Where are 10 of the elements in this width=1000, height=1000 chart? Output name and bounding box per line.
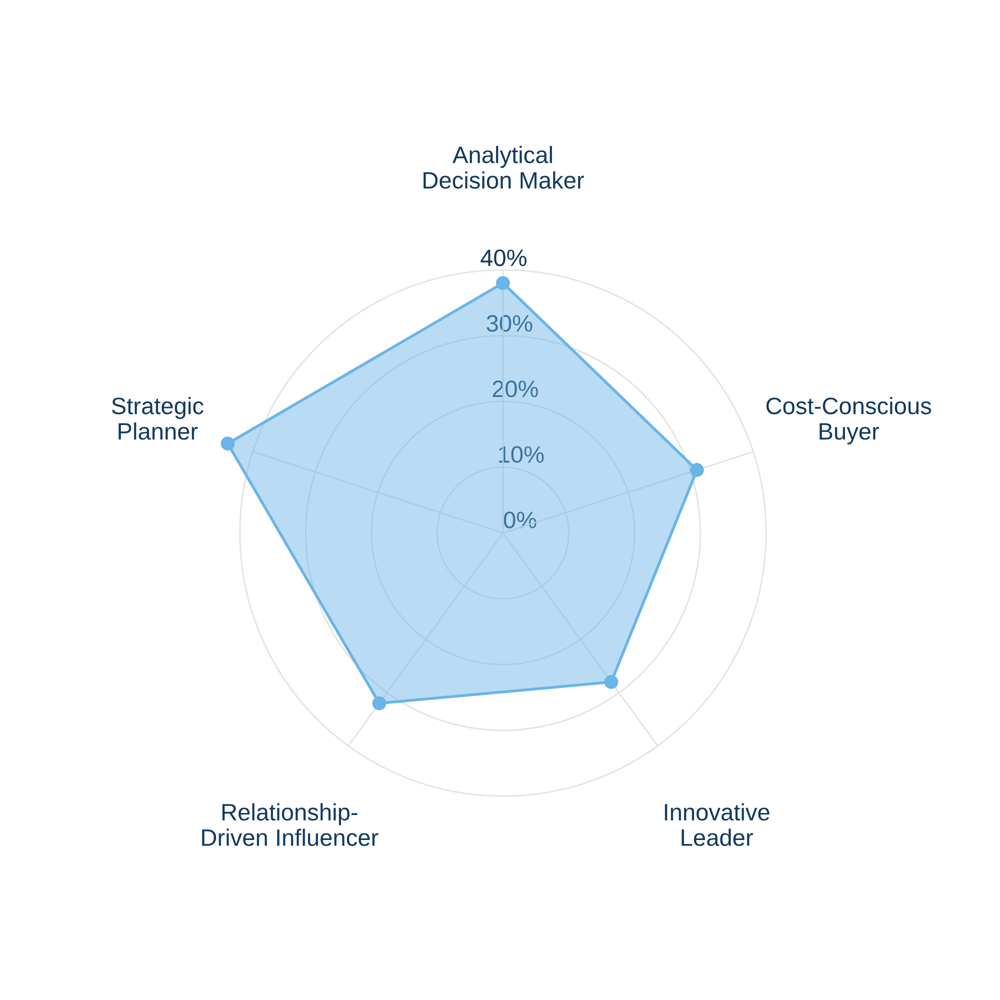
spoke-label: Relationship- Driven Influencer <box>202 803 378 846</box>
y-tick-label: 20% <box>492 380 538 398</box>
y-tick-label: 10% <box>499 446 544 463</box>
spoke-label: Strategic Planner <box>112 396 204 440</box>
y-tick-label: 0% <box>504 512 536 528</box>
spoke-label: Analytical Decision Maker <box>424 146 584 189</box>
y-tick-label: 40% <box>480 250 526 266</box>
spoke-label: Cost-Conscious Buyer <box>766 396 932 444</box>
spoke-label: Innovative Leader <box>664 803 770 846</box>
y-tick-label: 30% <box>486 315 532 332</box>
